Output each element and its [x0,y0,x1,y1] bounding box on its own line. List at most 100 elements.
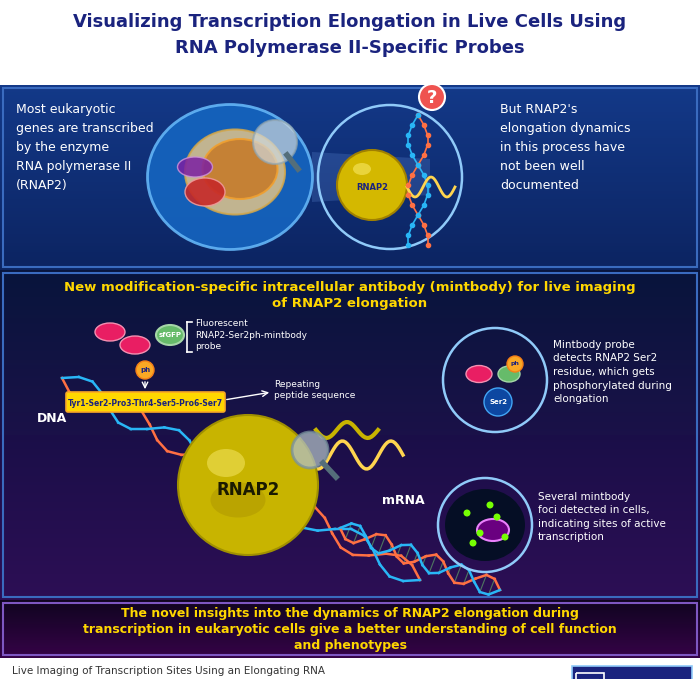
Bar [0,105,700,106]
Bar [0,293,700,294]
Bar [0,557,700,558]
Bar [0,219,700,220]
Bar [0,552,700,553]
Bar [0,109,700,110]
Bar [0,260,700,261]
Bar [0,327,700,328]
Bar [0,612,700,613]
Bar [0,517,700,518]
Bar [0,556,700,557]
Bar [0,540,700,541]
Bar [0,481,700,482]
Text: transcription in eukaryotic cells give a better understanding of cell function: transcription in eukaryotic cells give a… [83,623,617,636]
Bar [0,188,700,189]
Bar [0,140,700,141]
Bar [0,516,700,517]
Bar [0,171,700,172]
Bar [0,595,700,596]
Bar [0,456,700,457]
Bar [0,98,700,99]
Bar [0,285,700,286]
Bar [0,474,700,475]
Bar [0,513,700,514]
Text: DNA: DNA [37,411,67,424]
Bar [0,579,700,580]
Circle shape [470,540,477,547]
Bar [0,229,700,230]
Bar [0,633,700,634]
Bar [0,315,700,316]
Bar [0,626,700,627]
Bar [0,593,700,594]
Bar [0,307,700,308]
Bar [0,643,700,644]
Bar [0,129,700,130]
Bar [0,142,700,143]
Bar [0,439,700,440]
Bar [0,203,700,204]
Bar [0,389,700,390]
FancyBboxPatch shape [66,392,225,412]
Bar [0,185,700,186]
Text: Live Imaging of Transcription Sites Using an Elongating RNA: Live Imaging of Transcription Sites Usin… [12,666,325,676]
Bar [0,251,700,252]
Bar [0,653,700,654]
Bar [0,505,700,506]
Ellipse shape [178,157,213,177]
Bar [0,588,700,589]
Bar [0,370,700,371]
Bar [0,243,700,244]
Bar [0,442,700,443]
Bar [0,292,700,293]
Bar [0,603,700,604]
Bar [0,159,700,160]
Bar [0,341,700,342]
Bar [0,577,700,578]
Bar [0,379,700,380]
Bar [0,625,700,626]
Bar [0,212,700,213]
Bar [0,319,700,320]
Bar [0,458,700,459]
Bar [0,91,700,92]
Bar [0,403,700,404]
Bar [0,198,700,199]
Bar [0,323,700,324]
Bar [0,158,700,159]
Bar [0,440,700,441]
Bar [0,399,700,400]
Text: RNAP2: RNAP2 [356,183,388,191]
Bar [0,366,700,367]
Bar [0,615,700,616]
Bar [0,145,700,146]
Bar [0,170,700,171]
Bar [0,437,700,438]
Bar [0,178,700,179]
Circle shape [419,84,445,110]
Bar [0,656,700,657]
Bar [0,622,700,623]
Bar [0,374,700,375]
Bar [0,434,700,435]
Bar [0,533,700,534]
Bar [0,449,700,450]
Bar [0,357,700,358]
Bar [0,252,700,253]
Bar [0,630,700,631]
Bar [0,515,700,516]
Bar [0,493,700,494]
Bar [0,651,700,652]
Text: RNA Polymerase II-Specific Probes: RNA Polymerase II-Specific Probes [175,39,525,57]
Ellipse shape [445,489,525,561]
Bar [0,182,700,183]
Bar [0,451,700,452]
Bar [0,297,700,298]
Bar [0,146,700,147]
Bar [0,116,700,117]
Bar [0,194,700,195]
Bar [0,164,700,165]
Bar [0,180,700,181]
Bar [0,566,700,567]
Bar [0,596,700,597]
Bar [0,351,700,352]
